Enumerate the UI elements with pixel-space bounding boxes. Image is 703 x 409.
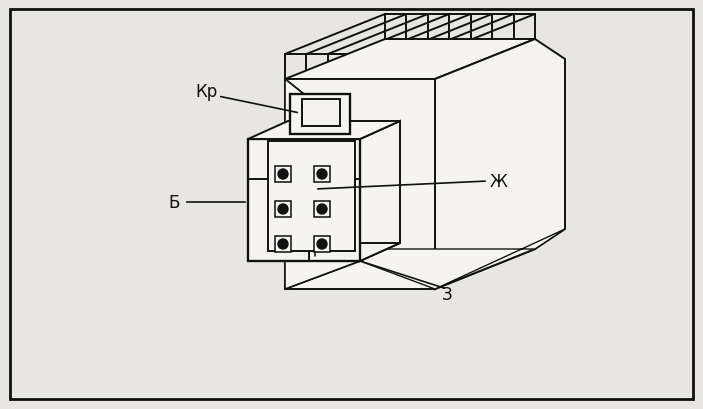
Polygon shape bbox=[268, 142, 355, 252]
Circle shape bbox=[317, 170, 327, 180]
Text: З: З bbox=[442, 285, 453, 303]
Polygon shape bbox=[248, 229, 565, 289]
Polygon shape bbox=[285, 80, 360, 289]
Polygon shape bbox=[248, 243, 400, 261]
Text: Кр: Кр bbox=[195, 83, 217, 101]
Polygon shape bbox=[435, 40, 565, 289]
Polygon shape bbox=[314, 236, 330, 252]
Polygon shape bbox=[302, 100, 340, 127]
Polygon shape bbox=[290, 95, 350, 135]
Polygon shape bbox=[248, 122, 400, 139]
Circle shape bbox=[317, 239, 327, 249]
Polygon shape bbox=[248, 139, 360, 261]
Circle shape bbox=[278, 170, 288, 180]
Polygon shape bbox=[275, 166, 291, 182]
Polygon shape bbox=[285, 40, 535, 80]
Circle shape bbox=[317, 204, 327, 214]
Polygon shape bbox=[435, 40, 535, 289]
Polygon shape bbox=[275, 202, 291, 218]
Text: Ж: Ж bbox=[490, 173, 508, 191]
Polygon shape bbox=[314, 166, 330, 182]
Text: Б: Б bbox=[168, 193, 179, 211]
Circle shape bbox=[278, 204, 288, 214]
Polygon shape bbox=[314, 202, 330, 218]
Polygon shape bbox=[360, 122, 400, 261]
Circle shape bbox=[278, 239, 288, 249]
Polygon shape bbox=[285, 80, 435, 289]
Polygon shape bbox=[10, 10, 693, 399]
Polygon shape bbox=[275, 236, 291, 252]
